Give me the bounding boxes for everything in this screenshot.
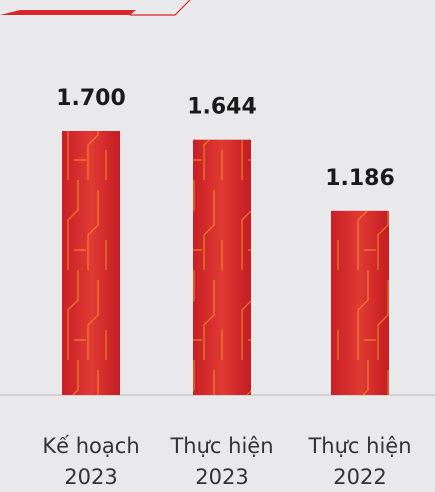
value-label: 1.700 [56,86,126,111]
bar-pattern [331,210,389,395]
value-label: 1.186 [325,166,395,191]
decoration [130,0,191,16]
category-label: Thực hiện 2023 [170,434,274,489]
category-label: Kế hoạch 2023 [42,434,140,489]
category-label: Thực hiện 2022 [308,434,412,489]
decoration [0,10,136,15]
bar-pattern [193,139,251,395]
bar-pattern [62,131,120,395]
value-label: 1.644 [187,95,257,120]
